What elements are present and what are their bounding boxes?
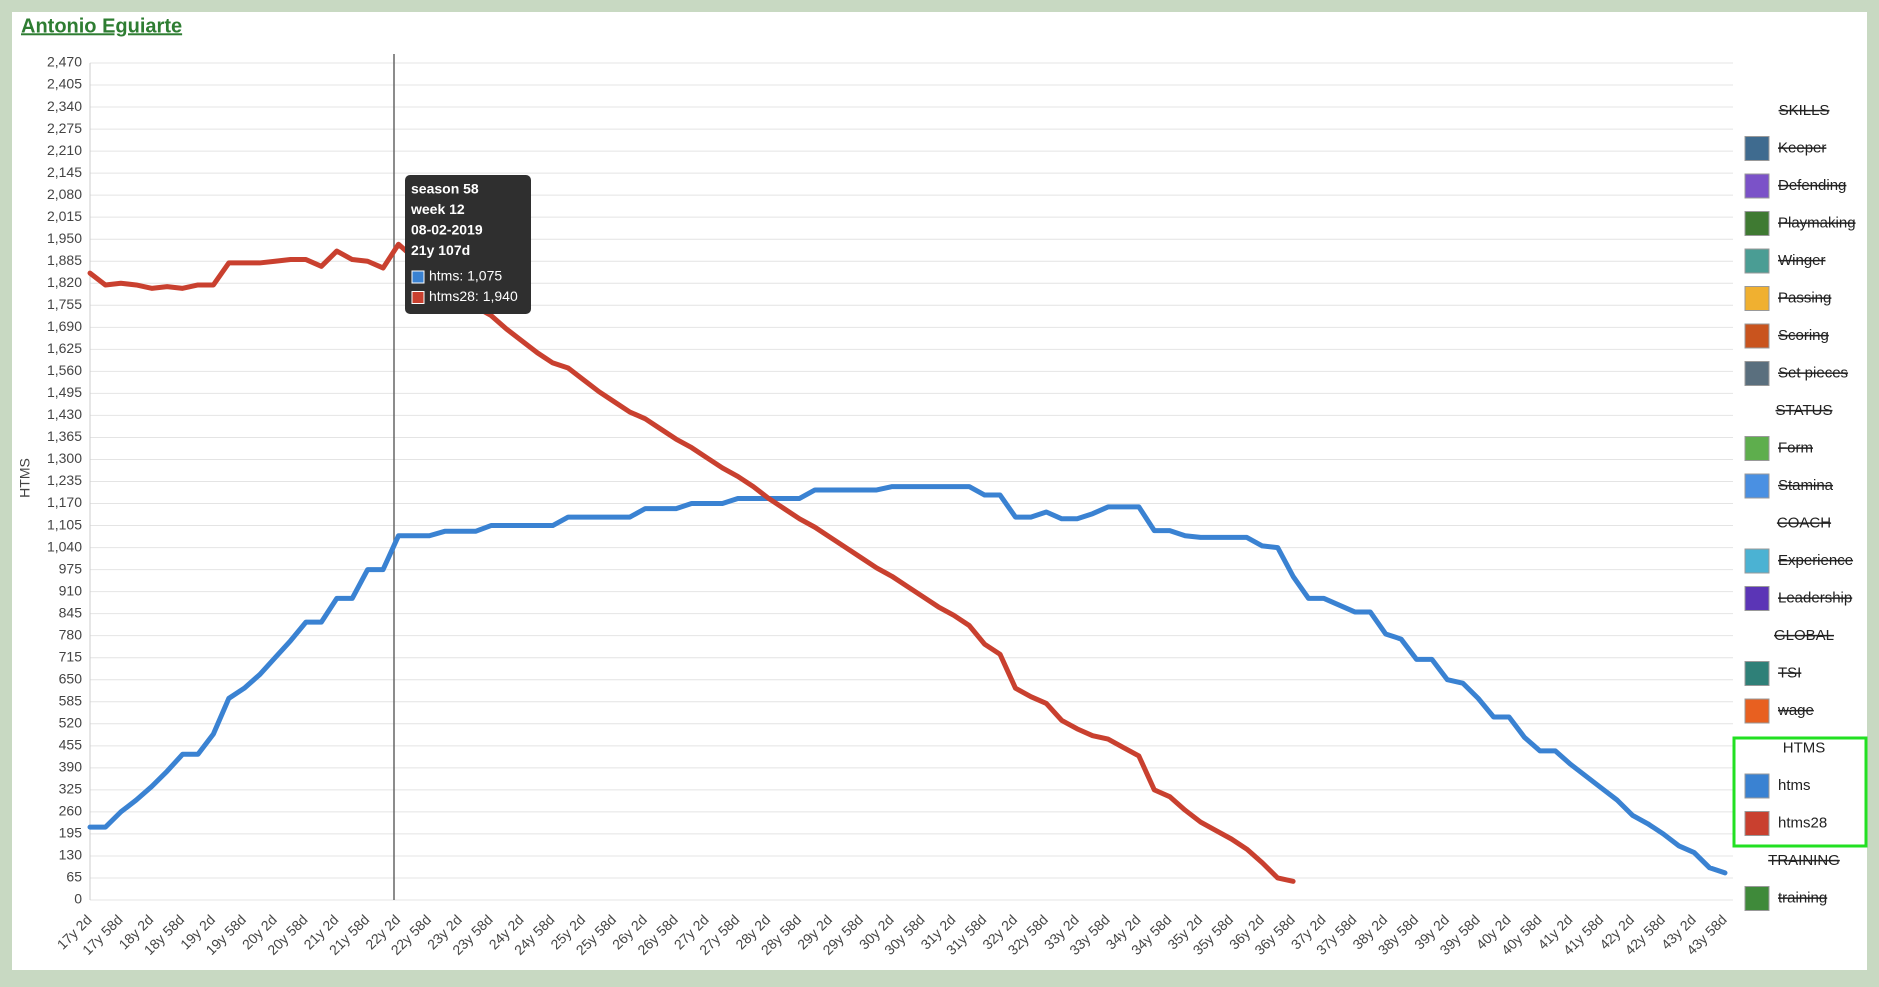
legend-label[interactable]: Defending [1778, 177, 1846, 194]
y-tick-label: 780 [59, 626, 83, 642]
tooltip-line: week 12 [410, 201, 465, 217]
legend-label[interactable]: wage [1777, 702, 1814, 719]
legend-swatch[interactable] [1744, 886, 1770, 911]
y-tick-label: 2,340 [47, 98, 82, 114]
legend-group-title: STATUS [1776, 402, 1833, 419]
legend-label[interactable]: Keeper [1778, 139, 1826, 156]
series-line [87, 241, 1296, 884]
y-tick-label: 520 [59, 714, 83, 730]
legend-label[interactable]: Passing [1778, 289, 1831, 306]
y-tick-label: 715 [59, 648, 83, 664]
legend-swatch[interactable] [1744, 473, 1770, 499]
legend-label[interactable]: TSI [1778, 664, 1801, 681]
y-tick-label: 845 [59, 604, 83, 620]
tooltip-line: season 58 [411, 181, 479, 197]
legend-swatch[interactable] [1744, 811, 1770, 836]
legend-label[interactable]: Set pieces [1778, 364, 1848, 381]
y-tick-label: 2,470 [47, 54, 82, 70]
legend-label[interactable]: Stamina [1778, 477, 1834, 494]
legend-label[interactable]: Form [1778, 439, 1813, 456]
y-tick-label: 1,560 [47, 362, 82, 378]
legend-label[interactable]: Scoring [1778, 327, 1829, 344]
highlight-box [1732, 736, 1868, 848]
legend-label[interactable]: training [1778, 889, 1827, 906]
legend-label[interactable]: htms [1778, 777, 1811, 794]
tooltip-line: 08-02-2019 [411, 222, 483, 238]
y-tick-label: 1,105 [47, 516, 82, 532]
y-tick-label: 195 [59, 825, 83, 841]
y-tick-label: 1,495 [47, 384, 82, 400]
y-tick-label: 2,015 [47, 208, 82, 224]
y-tick-label: 1,170 [47, 494, 82, 510]
legend-label[interactable]: Winger [1778, 252, 1826, 269]
legend-label[interactable]: htms28 [1778, 814, 1827, 831]
y-tick-label: 1,885 [47, 252, 82, 268]
y-tick-label: 390 [59, 759, 83, 775]
legend-group-title: HTMS [1783, 739, 1826, 756]
legend-group-title: TRAINING [1768, 852, 1840, 869]
legend-swatch[interactable] [1744, 286, 1770, 311]
legend-group-title: GLOBAL [1774, 627, 1834, 644]
y-tick-label: 1,365 [47, 428, 82, 444]
legend-label[interactable]: Experience [1778, 552, 1853, 569]
y-tick-label: 2,405 [47, 76, 82, 92]
y-tick-label: 260 [59, 803, 83, 819]
grid: 0 65 130 195 260 325 390 455 520 585 650 715 780 845 9… [47, 54, 1733, 907]
y-tick-label: 2,145 [47, 164, 82, 180]
y-tick-label: 0 [74, 891, 82, 907]
legend-swatch[interactable] [1744, 211, 1770, 236]
tooltip-entry: htms: 1,075 [429, 268, 502, 284]
y-tick-label: 2,210 [47, 142, 82, 158]
tooltip-box [405, 175, 531, 314]
legend-swatch[interactable] [1744, 548, 1770, 574]
y-tick-label: 325 [59, 781, 83, 797]
y-tick-label: 1,300 [47, 450, 82, 466]
y-tick-label: 130 [59, 847, 83, 863]
tooltip-line: 21y 107d [411, 242, 470, 258]
legend-swatch[interactable] [1744, 248, 1770, 274]
legend-swatch[interactable] [1744, 773, 1770, 799]
legend-swatch[interactable] [1744, 698, 1770, 724]
legend-label[interactable]: Playmaking [1778, 214, 1856, 231]
y-tick-label: 1,820 [47, 274, 82, 290]
legend-swatch[interactable] [1744, 436, 1770, 461]
y-tick-label: 1,950 [47, 230, 82, 246]
lines [87, 241, 1728, 884]
legend-swatch[interactable] [1744, 136, 1770, 161]
y-tick-label: 1,625 [47, 340, 82, 356]
legend: SKILLS Keeper Defending Playmaking Winger Pas… [1744, 102, 1856, 911]
y-tick-label: 650 [59, 670, 83, 686]
player-name[interactable]: Antonio Eguiarte [21, 15, 182, 37]
y-tick-label: 1,430 [47, 406, 82, 422]
y-tick-label: 2,275 [47, 120, 82, 136]
y-tick-label: 1,040 [47, 538, 82, 554]
tooltip: season 58 week 12 08-02-2019 21y 107d htms: … [405, 175, 531, 314]
legend-swatch[interactable] [1744, 586, 1770, 611]
legend-swatch[interactable] [1744, 173, 1770, 199]
tooltip-entry: htms28: 1,940 [429, 288, 518, 304]
y-tick-label: 910 [59, 582, 83, 598]
y-tick-label: 2,080 [47, 186, 82, 202]
y-tick-label: 975 [59, 560, 83, 576]
y-tick-label: 65 [66, 869, 82, 885]
legend-label[interactable]: Leadership [1778, 589, 1852, 606]
series-line [87, 484, 1728, 876]
panel [12, 12, 1867, 970]
tooltip-swatch [411, 270, 425, 284]
y-axis-label: HTMS [17, 458, 33, 498]
legend-swatch[interactable] [1744, 361, 1770, 386]
tooltip-swatch [411, 291, 425, 304]
legend-swatch[interactable] [1744, 323, 1770, 349]
y-tick-label: 455 [59, 737, 83, 753]
y-tick-label: 1,235 [47, 472, 82, 488]
legend-group-title: COACH [1777, 514, 1831, 531]
y-tick-label: 1,755 [47, 296, 82, 312]
legend-group-title: SKILLS [1779, 102, 1830, 119]
y-tick-label: 585 [59, 692, 83, 708]
legend-swatch[interactable] [1744, 661, 1770, 686]
y-tick-label: 1,690 [47, 318, 82, 334]
